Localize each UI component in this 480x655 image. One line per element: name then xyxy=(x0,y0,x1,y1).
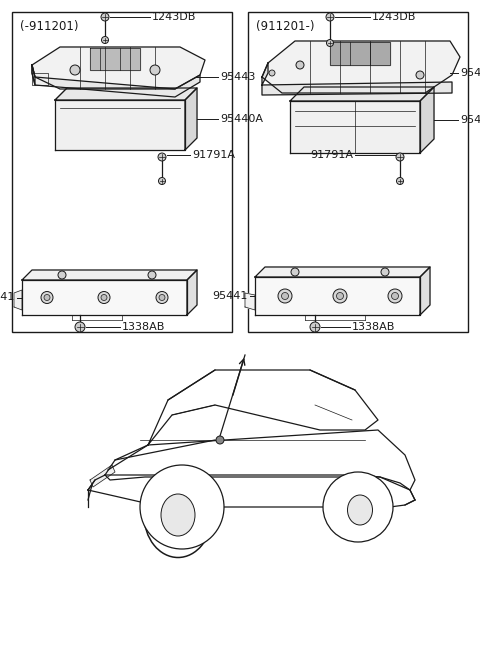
Polygon shape xyxy=(32,47,205,89)
Circle shape xyxy=(388,289,402,303)
Circle shape xyxy=(333,289,347,303)
Bar xyxy=(12,12,232,332)
Polygon shape xyxy=(105,430,415,490)
Polygon shape xyxy=(330,42,390,65)
Circle shape xyxy=(44,295,50,301)
Ellipse shape xyxy=(348,495,372,525)
Circle shape xyxy=(150,65,160,75)
Circle shape xyxy=(75,322,85,332)
Circle shape xyxy=(269,70,275,76)
Circle shape xyxy=(326,39,334,47)
Text: 1243DB: 1243DB xyxy=(372,12,416,22)
Polygon shape xyxy=(290,87,434,101)
Text: 95441: 95441 xyxy=(213,291,248,301)
Circle shape xyxy=(101,13,109,21)
Polygon shape xyxy=(255,267,430,277)
Circle shape xyxy=(392,293,398,299)
Polygon shape xyxy=(262,63,268,85)
Circle shape xyxy=(216,436,224,444)
Polygon shape xyxy=(32,73,48,85)
Text: 95440A: 95440A xyxy=(220,114,263,124)
Circle shape xyxy=(101,37,108,43)
Polygon shape xyxy=(420,267,430,315)
Polygon shape xyxy=(32,65,35,85)
Circle shape xyxy=(98,291,110,303)
Circle shape xyxy=(156,291,168,303)
Circle shape xyxy=(278,289,292,303)
Circle shape xyxy=(336,293,344,299)
Polygon shape xyxy=(90,48,140,70)
Text: 95440A: 95440A xyxy=(460,115,480,125)
Circle shape xyxy=(140,465,224,549)
Ellipse shape xyxy=(161,494,195,536)
Circle shape xyxy=(58,271,66,279)
Text: 91791A: 91791A xyxy=(310,150,353,160)
Circle shape xyxy=(70,65,80,75)
Circle shape xyxy=(396,178,404,185)
Polygon shape xyxy=(420,87,434,153)
Text: 95441: 95441 xyxy=(0,293,15,303)
Circle shape xyxy=(381,268,389,276)
Circle shape xyxy=(159,295,165,301)
Polygon shape xyxy=(88,475,415,507)
Text: 95443: 95443 xyxy=(460,68,480,78)
Text: 1338AB: 1338AB xyxy=(352,322,396,332)
Circle shape xyxy=(41,291,53,303)
Polygon shape xyxy=(22,280,187,315)
Text: 1338AB: 1338AB xyxy=(122,322,166,332)
Polygon shape xyxy=(22,270,197,280)
Text: (-911201): (-911201) xyxy=(20,20,79,33)
Text: 95443: 95443 xyxy=(220,72,255,82)
Polygon shape xyxy=(55,100,185,150)
Circle shape xyxy=(396,153,404,161)
Circle shape xyxy=(281,293,288,299)
Polygon shape xyxy=(55,88,197,100)
Circle shape xyxy=(416,71,424,79)
Polygon shape xyxy=(14,290,22,310)
Circle shape xyxy=(158,153,166,161)
Polygon shape xyxy=(90,465,115,487)
Circle shape xyxy=(158,178,166,185)
Circle shape xyxy=(296,61,304,69)
Ellipse shape xyxy=(335,480,385,540)
Circle shape xyxy=(148,271,156,279)
Polygon shape xyxy=(290,101,420,153)
Ellipse shape xyxy=(144,472,212,557)
Polygon shape xyxy=(187,270,197,315)
Circle shape xyxy=(310,322,320,332)
Bar xyxy=(248,12,468,332)
Polygon shape xyxy=(148,370,378,445)
Polygon shape xyxy=(255,277,420,315)
Polygon shape xyxy=(262,41,460,93)
Circle shape xyxy=(326,13,334,21)
Circle shape xyxy=(323,472,393,542)
Circle shape xyxy=(291,268,299,276)
Polygon shape xyxy=(185,88,197,150)
Polygon shape xyxy=(262,82,452,95)
Circle shape xyxy=(101,295,107,301)
Text: (911201-): (911201-) xyxy=(256,20,314,33)
Text: 1243DB: 1243DB xyxy=(152,12,196,22)
Polygon shape xyxy=(245,293,255,310)
Text: 91791A: 91791A xyxy=(192,150,235,160)
Polygon shape xyxy=(32,65,200,97)
